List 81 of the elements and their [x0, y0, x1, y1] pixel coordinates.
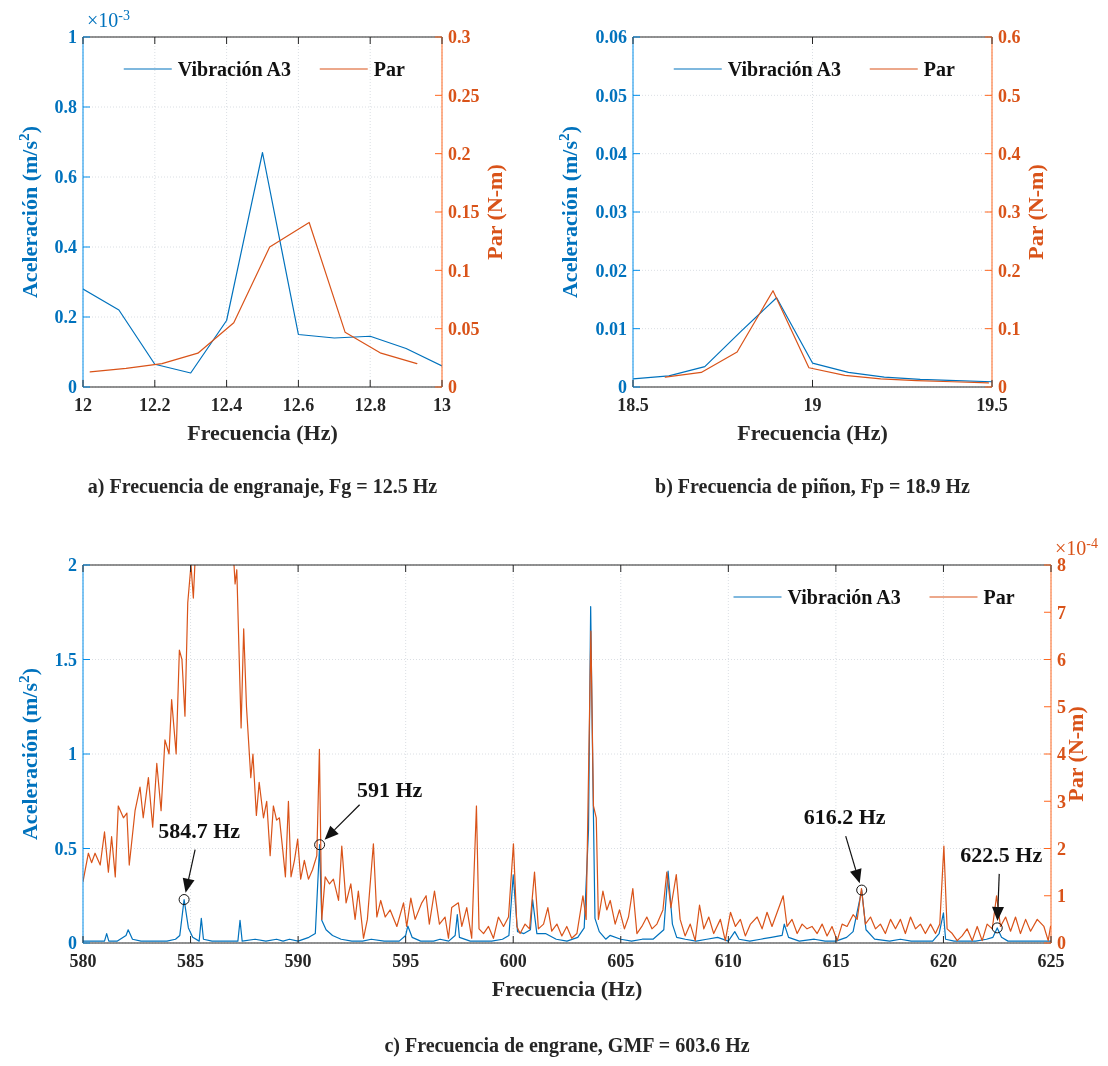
y2-tick-label: 0.05 [448, 318, 480, 339]
y2-tick-label: 0 [998, 377, 1007, 398]
y2-axis-title: Par (N-m) [482, 164, 507, 260]
y-tick-label: 0.4 [54, 237, 77, 258]
y-tick-label: 0 [68, 933, 77, 954]
x-tick-label: 620 [929, 951, 957, 971]
x-tick-label: 19.5 [976, 395, 1008, 415]
legend-label: Par [983, 586, 1015, 608]
y-tick-label: 0.04 [595, 143, 627, 164]
y2-tick-label: 0.25 [448, 85, 480, 106]
x-tick-label: 595 [392, 951, 420, 971]
y2-tick-label: 0.6 [998, 27, 1021, 48]
y-tick-label: 0 [618, 377, 627, 398]
x-tick-label: 615 [822, 951, 850, 971]
y2-tick-label: 0.4 [998, 143, 1021, 164]
y2-tick-label: 0.2 [998, 260, 1021, 281]
x-tick-label: 12.8 [354, 395, 386, 415]
y2-tick-label: 0 [448, 377, 457, 398]
y2-tick-label: 0.1 [448, 260, 471, 281]
x-tick-label: 625 [1037, 951, 1065, 971]
y2-tick-label: 1 [1057, 886, 1066, 907]
line-series [89, 221, 418, 373]
x-tick-label: 12.2 [139, 395, 171, 415]
legend-label: Par [923, 58, 955, 80]
y2-tick-label: 0.5 [998, 85, 1021, 106]
y-tick-label: 0.03 [595, 202, 627, 223]
y-tick-label: 0.06 [595, 27, 627, 48]
line-series [633, 297, 992, 383]
x-tick-label: 580 [69, 951, 97, 971]
text: ×10$^{-3}$ [87, 7, 130, 31]
line-series [83, 151, 442, 374]
y-tick-label: 0.02 [595, 260, 627, 281]
y2-tick-label: 0.3 [448, 27, 471, 48]
annotation: 616.2 Hz [803, 804, 886, 830]
y2-axis-title: Par (N-m) [1022, 164, 1048, 260]
y2-tick-label: 6 [1057, 649, 1066, 670]
x-tick-label: 610 [714, 951, 742, 971]
y-tick-label: 0.01 [595, 318, 627, 339]
y-tick-label: 1 [68, 27, 77, 48]
y2-tick-label: 4 [1057, 744, 1066, 765]
x-tick-label: 13 [433, 395, 451, 415]
annotation: 622.5 Hz [960, 841, 1043, 867]
y-tick-label: 0.5 [54, 838, 77, 859]
y2-tick-label: 0.1 [998, 318, 1021, 339]
annotation: 591 Hz [356, 776, 423, 802]
y-tick-label: 0.6 [54, 167, 77, 188]
x-tick-label: 600 [499, 951, 527, 971]
legend-label: Par [373, 58, 405, 80]
legend-label: Vibración A3 [727, 58, 841, 80]
y2-tick-label: 0.15 [448, 202, 480, 223]
x-axis-title: Frecuencia (Hz) [187, 420, 338, 445]
line-series [664, 290, 990, 384]
x-tick-label: 590 [284, 951, 312, 971]
x-axis-title: Frecuencia (Hz) [491, 976, 643, 1001]
y-tick-label: 2 [68, 555, 77, 576]
y-tick-label: 1 [68, 744, 77, 765]
y2-tick-label: 5 [1057, 697, 1066, 718]
x-tick-label: 12 [74, 395, 92, 415]
annotation: 584.7 Hz [158, 817, 241, 843]
text: c) Frecuencia de engrane, GMF = 603.6 Hz [384, 1034, 750, 1057]
x-tick-label: 12.4 [210, 395, 243, 415]
legend-label: Vibración A3 [787, 586, 901, 608]
y2-tick-label: 0.3 [998, 202, 1021, 223]
x-tick-label: 19 [803, 395, 822, 415]
y2-tick-label: 7 [1057, 602, 1066, 623]
legend-label: Vibración A3 [177, 58, 291, 80]
y2-tick-label: 0 [1057, 933, 1066, 954]
y2-tick-label: 0.2 [448, 143, 471, 164]
y2-tick-label: 2 [1057, 838, 1066, 859]
x-axis-title: Frecuencia (Hz) [737, 420, 888, 445]
text: b) Frecuencia de piñon, Fp = 18.9 Hz [655, 475, 971, 498]
x-tick-label: 605 [607, 951, 635, 971]
y-tick-label: 0 [68, 377, 77, 398]
y-tick-label: 0.05 [595, 85, 627, 106]
text: a) Frecuencia de engranaje, Fg = 12.5 Hz [87, 475, 438, 498]
y-tick-label: 1.5 [54, 649, 77, 670]
y-tick-label: 0.8 [54, 97, 77, 118]
x-tick-label: 585 [177, 951, 205, 971]
y-tick-label: 0.2 [54, 307, 77, 328]
x-tick-label: 18.5 [617, 395, 649, 415]
x-tick-label: 12.6 [282, 395, 315, 415]
